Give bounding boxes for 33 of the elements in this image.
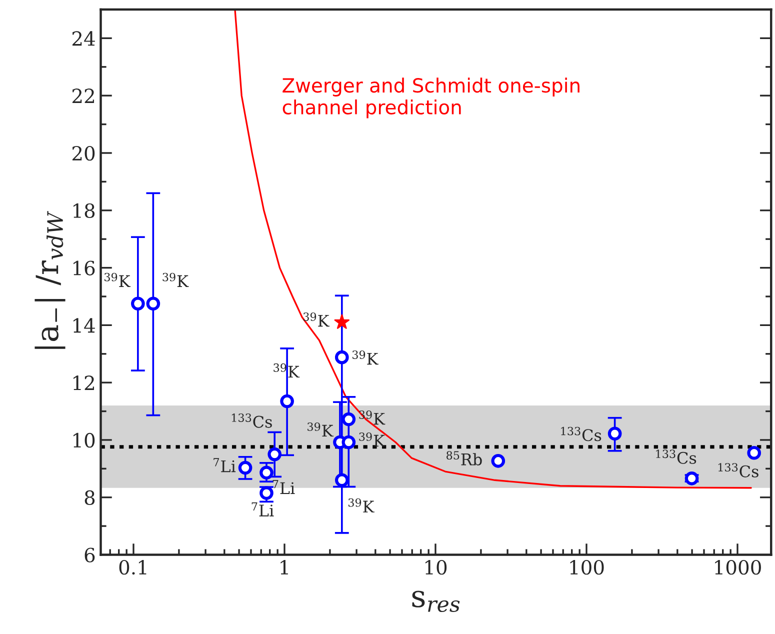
y-tick-label: 20	[72, 146, 95, 161]
annotation: $^{39}$K	[162, 272, 189, 287]
annotation: $^{133}$Cs	[656, 450, 696, 464]
series-label: Zwerger and Schmidt one-spin channel prediction	[282, 78, 580, 118]
y-tick-label: 10	[74, 432, 95, 448]
y-tick-label: 14	[74, 318, 95, 333]
x-tick-label: 100	[570, 560, 604, 575]
x-tick-label: 0.1	[119, 560, 146, 575]
y-tick-label: 16	[74, 260, 95, 276]
annotation: $^{39}$K	[352, 350, 378, 365]
x-tick-label: 1000	[715, 560, 761, 575]
annotation: $^{133}$Cs	[232, 414, 272, 428]
y-tick-label: 18	[74, 203, 95, 218]
annotation: $^{7}$Li	[252, 502, 274, 516]
x-tick-label: 1	[280, 560, 288, 574]
annotation: $^{39}$K	[303, 312, 330, 327]
x-tick-label: 10	[425, 560, 447, 575]
annotation: $^{7}$Li	[272, 480, 295, 494]
y-tick-label: 12	[74, 376, 94, 390]
annotation: $^{133}$Cs	[718, 463, 758, 478]
annotation: $^{39}$K	[348, 498, 374, 512]
annotation: $^{39}$K	[104, 272, 130, 287]
annotation: $^{7}$Li	[214, 458, 236, 472]
annotation: $^{39}$K	[359, 432, 386, 447]
y-tick-label: 22	[72, 88, 94, 103]
y-tick-label: 6	[84, 548, 95, 562]
annotation: $^{39}$K	[308, 422, 334, 437]
y-tick-label: 24	[72, 31, 95, 46]
annotation: $^{133}$Cs	[561, 426, 602, 442]
y-tick-label: 8	[84, 490, 95, 506]
y-axis-title: |a$_{−}$| /r$_{vdW}$	[34, 210, 66, 349]
annotation: $^{85}$Rb	[446, 451, 482, 466]
x-axis-title: s$_{res}$	[412, 590, 460, 612]
